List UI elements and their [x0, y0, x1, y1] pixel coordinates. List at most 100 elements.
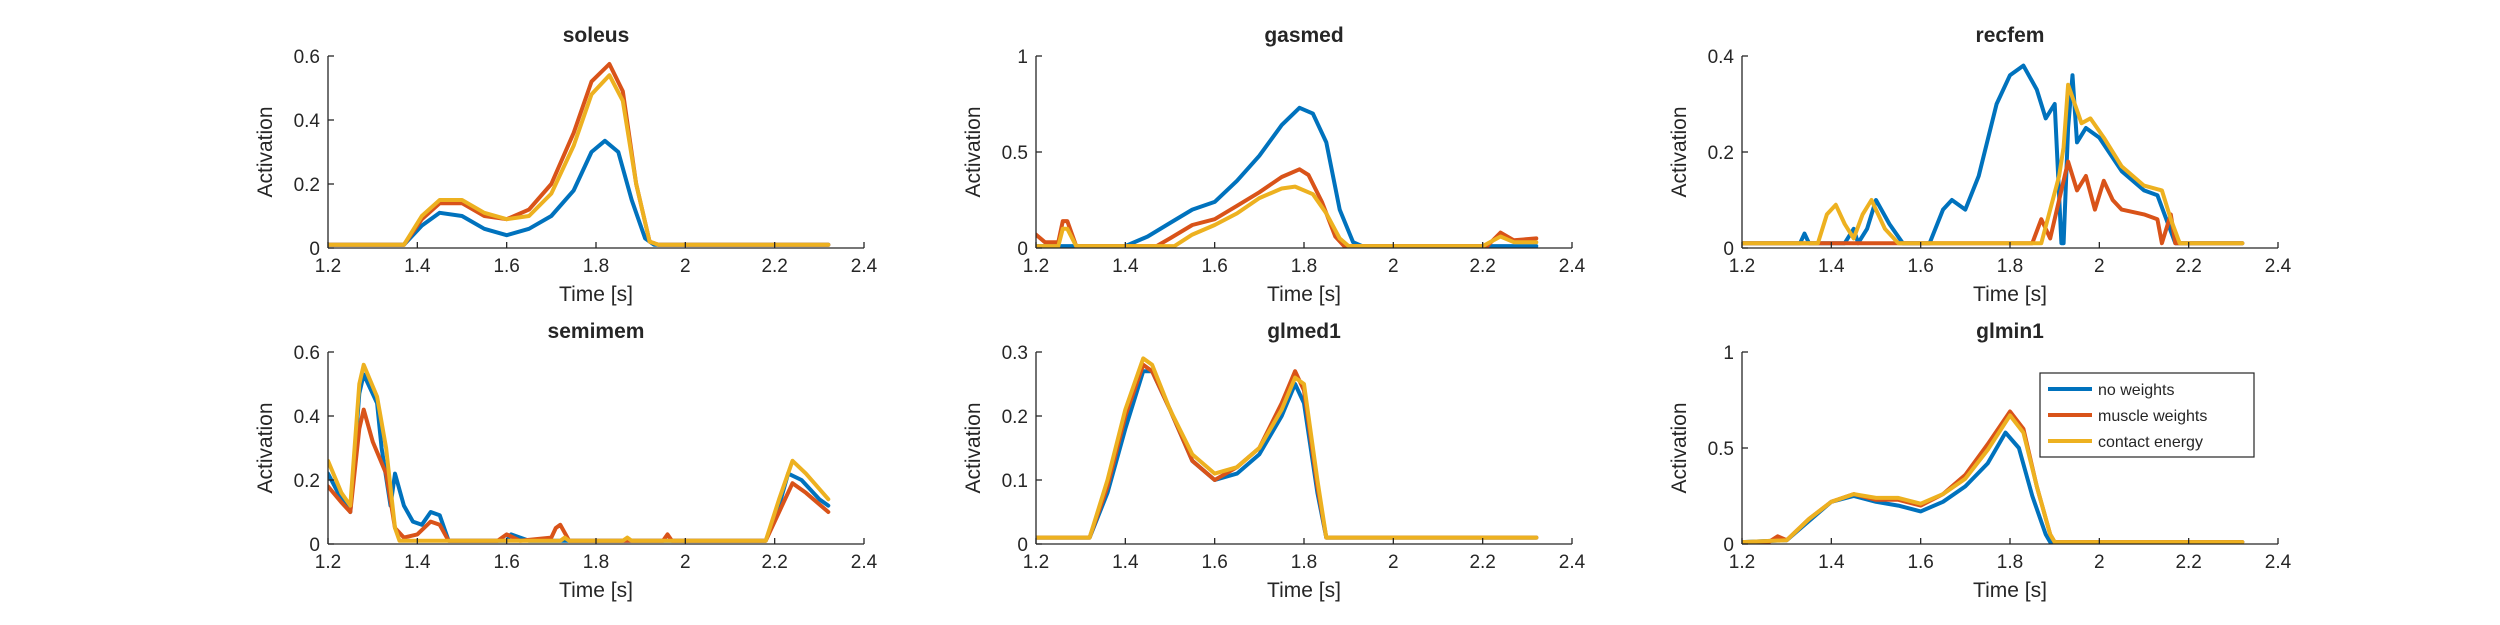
x-tick-label: 2: [680, 256, 691, 277]
series-line-no-weights: [328, 372, 831, 543]
x-tick-label: 2: [2094, 552, 2105, 573]
x-tick-label: 1.2: [315, 552, 341, 573]
x-tick-label: 2.4: [2265, 256, 2292, 277]
panel-title: glmed1: [1267, 320, 1341, 343]
x-tick-label: 2.4: [851, 552, 878, 573]
y-tick-label: 0.4: [294, 111, 321, 132]
x-tick-label: 2.2: [761, 256, 787, 277]
y-axis-label: Activation: [1668, 402, 1691, 493]
y-axis-label: Activation: [254, 106, 277, 197]
series-line-contact-energy: [1742, 82, 2245, 246]
x-tick-label: 1.2: [1023, 256, 1049, 277]
y-tick-label: 0: [1017, 239, 1028, 260]
x-tick-label: 1.6: [1201, 256, 1227, 277]
x-tick-label: 1.6: [1201, 552, 1227, 573]
x-axis-label: Time [s]: [1973, 283, 2047, 306]
x-tick-label: 1.4: [1818, 256, 1845, 277]
y-tick-label: 0: [1017, 535, 1028, 556]
x-tick-label: 2.2: [2175, 256, 2201, 277]
y-tick-label: 0.5: [1708, 439, 1734, 460]
x-tick-label: 2: [1388, 256, 1399, 277]
x-axis-label: Time [s]: [1267, 283, 1341, 306]
y-tick-label: 1: [1723, 343, 1734, 364]
x-tick-label: 1.8: [1291, 552, 1317, 573]
x-tick-label: 2.4: [1559, 256, 1586, 277]
x-tick-label: 2: [680, 552, 691, 573]
y-axis-label: Activation: [1668, 106, 1691, 197]
x-tick-label: 1.8: [1997, 552, 2023, 573]
x-tick-label: 2: [1388, 552, 1399, 573]
y-tick-label: 1: [1017, 47, 1028, 68]
x-tick-label: 2.2: [1469, 256, 1495, 277]
x-tick-label: 1.6: [493, 552, 519, 573]
series-line-contact-energy: [1036, 356, 1539, 540]
y-tick-label: 0.6: [294, 343, 320, 364]
x-tick-label: 1.6: [1907, 256, 1933, 277]
panel-title: recfem: [1976, 24, 2045, 47]
y-tick-label: 0.1: [1002, 471, 1028, 492]
x-tick-label: 1.6: [493, 256, 519, 277]
panel-title: gasmed: [1264, 24, 1343, 47]
y-tick-label: 0.2: [294, 471, 320, 492]
series-line-no-weights: [328, 138, 831, 247]
x-tick-label: 2.2: [1469, 552, 1495, 573]
x-tick-label: 1.2: [1729, 552, 1755, 573]
x-tick-label: 2.4: [851, 256, 878, 277]
panel-title: soleus: [563, 24, 630, 47]
series-line-muscle-weights: [1036, 362, 1539, 540]
y-tick-label: 0.3: [1002, 343, 1028, 364]
y-tick-label: 0.2: [294, 175, 320, 196]
x-tick-label: 1.8: [1997, 256, 2023, 277]
panel-gasmed: gasmed 1.2 1.4 1.6 1.8 2 2.2 2.4 0 0.5 1 Time [s] Ac…: [962, 24, 1586, 306]
y-tick-label: 0.5: [1002, 143, 1028, 164]
y-tick-label: 0.4: [1708, 47, 1735, 68]
x-tick-label: 1.6: [1907, 552, 1933, 573]
y-tick-label: 0.2: [1002, 407, 1028, 428]
x-tick-label: 1.4: [404, 552, 431, 573]
series-line-muscle-weights: [1742, 159, 2245, 246]
x-tick-label: 1.8: [583, 552, 609, 573]
legend-entry-label: no weights: [2098, 382, 2175, 399]
series-line-muscle-weights: [328, 62, 831, 247]
x-tick-label: 2.4: [2265, 552, 2292, 573]
x-tick-label: 1.2: [1729, 256, 1755, 277]
y-tick-label: 0.4: [294, 407, 321, 428]
x-tick-label: 1.8: [1291, 256, 1317, 277]
y-tick-label: 0.2: [1708, 143, 1734, 164]
series-line-contact-energy: [328, 73, 831, 247]
x-axis-label: Time [s]: [559, 579, 633, 602]
x-tick-label: 2.2: [2175, 552, 2201, 573]
y-tick-label: 0: [309, 239, 320, 260]
panel-semimem: semimem 1.2 1.4 1.6 1.8 2 2.2 2.4 0 0.2 0.4 0.6 Time…: [254, 320, 878, 602]
series-line-no-weights: [1742, 63, 2245, 246]
x-tick-label: 1.4: [1112, 552, 1139, 573]
legend-entry-label: muscle weights: [2098, 408, 2207, 425]
panel-glmed1: glmed1 1.2 1.4 1.6 1.8 2 2.2 2.4 0 0.1 0.2 0.3 Time …: [962, 320, 1586, 602]
x-tick-label: 2: [2094, 256, 2105, 277]
legend-entry-label: contact energy: [2098, 434, 2203, 451]
x-axis-label: Time [s]: [1267, 579, 1341, 602]
panel-soleus: soleus 1.2 1.4 1.6 1.8 2 2.2 2.4 0 0.2 0.4 0.6 Time …: [254, 24, 878, 306]
series-line-muscle-weights: [328, 407, 831, 543]
x-axis-label: Time [s]: [1973, 579, 2047, 602]
y-axis-label: Activation: [962, 106, 985, 197]
x-tick-label: 1.2: [315, 256, 341, 277]
y-tick-label: 0.6: [294, 47, 320, 68]
x-tick-label: 1.8: [583, 256, 609, 277]
x-tick-label: 1.4: [404, 256, 431, 277]
series-line-contact-energy: [1036, 184, 1539, 248]
panel-title: semimem: [548, 320, 645, 343]
x-tick-label: 1.2: [1023, 552, 1049, 573]
panel-glmin1: glmin1 1.2 1.4 1.6 1.8 2 2.2 2.4 0 0.5 1 Time [s] Ac…: [1668, 320, 2292, 602]
x-tick-label: 2.2: [761, 552, 787, 573]
y-tick-label: 0: [1723, 239, 1734, 260]
y-tick-label: 0: [309, 535, 320, 556]
panel-title: glmin1: [1976, 320, 2044, 343]
y-axis-label: Activation: [962, 402, 985, 493]
x-tick-label: 1.4: [1818, 552, 1845, 573]
panel-recfem: recfem 1.2 1.4 1.6 1.8 2 2.2 2.4 0 0.2 0.4 Time [s]…: [1668, 24, 2292, 306]
x-tick-label: 1.4: [1112, 256, 1139, 277]
series-line-contact-energy: [1742, 413, 2245, 544]
y-axis-label: Activation: [254, 402, 277, 493]
